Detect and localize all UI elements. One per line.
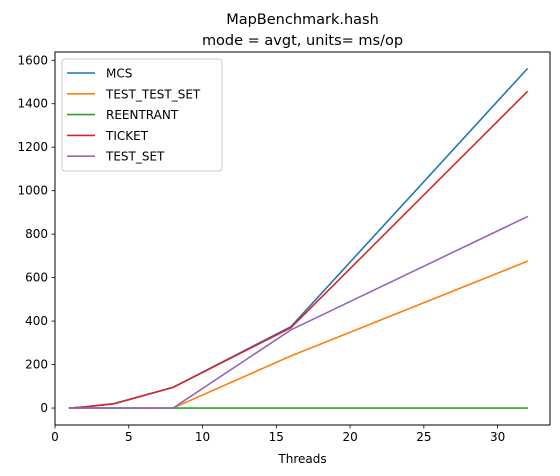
legend-label: TEST_TEST_SET xyxy=(105,87,201,101)
legend-entry-test-set: TEST_SET xyxy=(67,150,165,164)
legend-entry-ticket: TICKET xyxy=(67,129,149,143)
y-tick-label: 0 xyxy=(40,401,48,415)
x-tick-label: 15 xyxy=(269,430,284,444)
y-tick-label: 1400 xyxy=(17,97,48,111)
legend: MCS TEST_TEST_SET REENTRANT TICKET TEST_SET xyxy=(61,58,223,172)
legend-entry-reentrant: REENTRANT xyxy=(67,108,179,122)
legend-entry-mcs: MCS xyxy=(67,67,132,81)
x-tick-label: 0 xyxy=(51,430,59,444)
x-tick-label: 5 xyxy=(125,430,133,444)
chart-subtitle: mode = avgt, units= ms/op xyxy=(202,33,403,49)
legend-label: TICKET xyxy=(105,129,149,143)
y-tick-label: 1000 xyxy=(17,184,48,198)
chart-title: MapBenchmark.hash xyxy=(226,12,379,28)
y-tick-label: 400 xyxy=(25,314,48,328)
y-tick-label: 1600 xyxy=(17,53,48,67)
legend-label: TEST_SET xyxy=(105,150,165,164)
series-line-ticket xyxy=(68,90,529,409)
x-tick-label: 25 xyxy=(416,430,431,444)
legend-label: REENTRANT xyxy=(106,108,179,122)
y-tick-label: 600 xyxy=(25,271,48,285)
legend-frame xyxy=(61,58,223,172)
y-axis-ticks: 0 200 400 600 800 1000 1200 1400 1600 xyxy=(17,53,55,415)
legend-entries: MCS TEST_TEST_SET REENTRANT TICKET TEST_SET xyxy=(67,67,201,164)
y-tick-label: 200 xyxy=(25,358,48,372)
legend-label: MCS xyxy=(106,67,132,81)
x-tick-label: 10 xyxy=(195,430,210,444)
plot-area-frame xyxy=(54,51,551,426)
x-axis-label: Threads xyxy=(277,452,326,466)
legend-entry-test-test-set: TEST_TEST_SET xyxy=(67,87,201,101)
y-tick-label: 1200 xyxy=(17,140,48,154)
series-line-test-set xyxy=(68,215,529,409)
series-line-test-test-set xyxy=(68,260,529,409)
x-axis-ticks: 0 5 10 15 20 25 30 xyxy=(51,425,505,444)
y-tick-label: 800 xyxy=(25,227,48,241)
series-layer xyxy=(68,67,529,409)
x-tick-label: 30 xyxy=(490,430,505,444)
x-tick-label: 20 xyxy=(342,430,357,444)
